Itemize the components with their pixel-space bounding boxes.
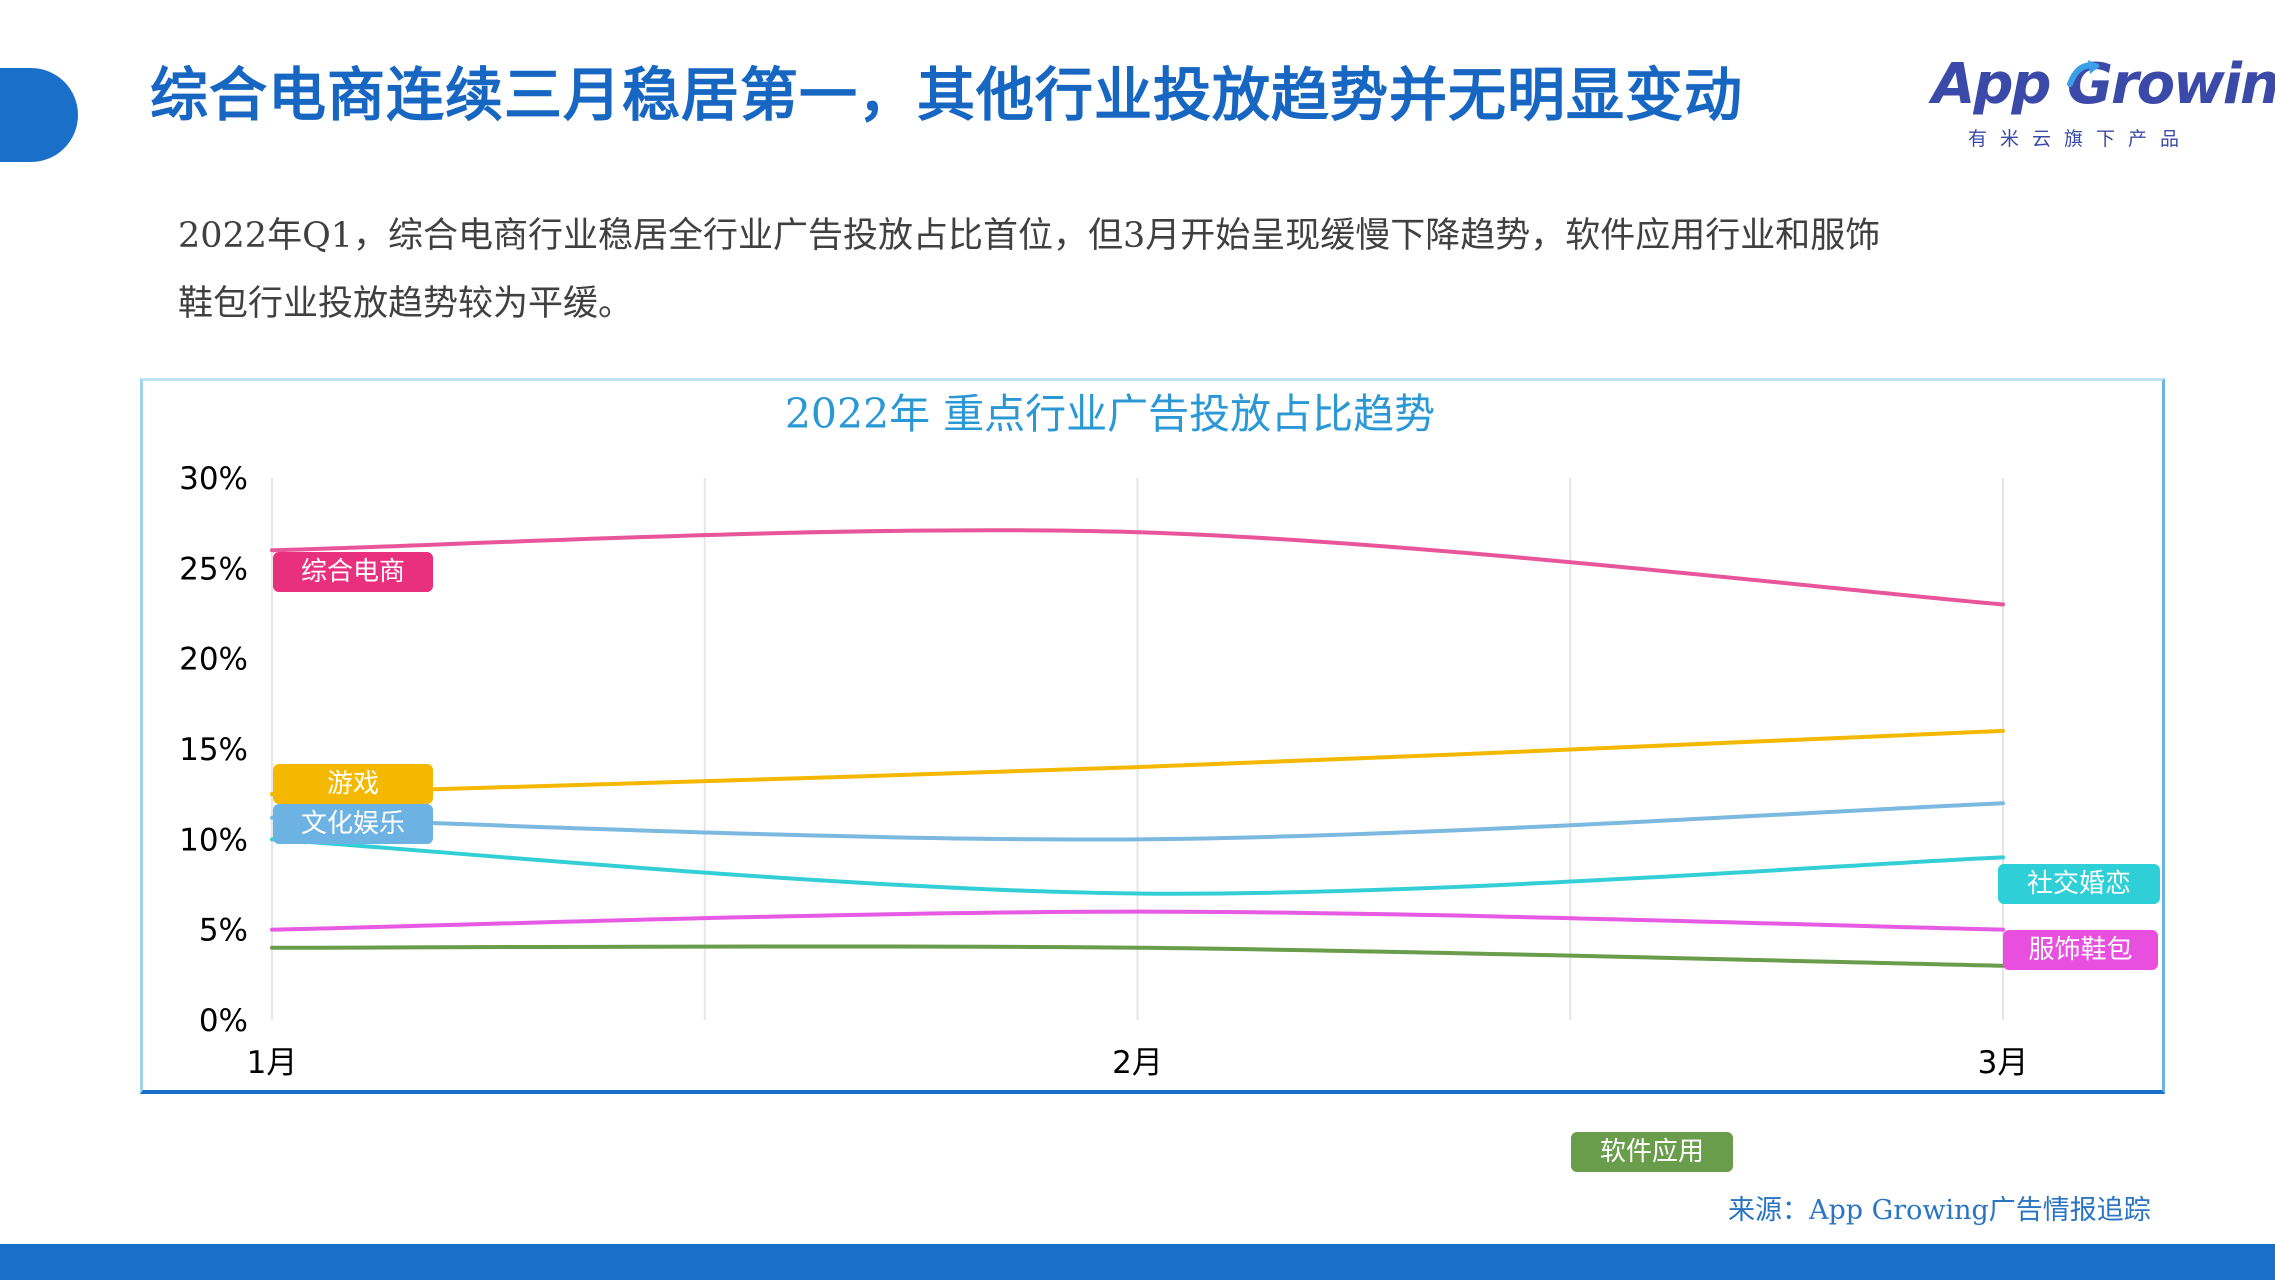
series-line	[270, 528, 2005, 607]
x-tick-label: 2月	[1112, 1045, 1163, 1081]
side-accent-tab	[0, 68, 78, 162]
logo-wordmark: App Growing	[1932, 52, 2275, 117]
chart-title: 2022年 重点行业广告投放占比趋势	[785, 390, 1435, 438]
app-growing-logo: App Growing 有米云旗下产品	[1930, 52, 2275, 152]
y-tick-label: 30%	[179, 461, 248, 497]
slide-title: 综合电商连续三月稳居第一，其他行业投放趋势并无明显变动	[150, 61, 1744, 129]
chart-frame	[140, 378, 2165, 1094]
source-note: 来源：App Growing广告情报追踪	[1728, 1195, 2151, 1226]
series-line	[270, 909, 2005, 932]
x-tick-label: 3月	[1978, 1045, 2029, 1081]
y-tick-label: 10%	[179, 822, 248, 858]
summary-text: 2022年Q1，综合电商行业稳居全行业广告投放占比首位，但3月开始呈现缓慢下降趋…	[178, 216, 1881, 324]
y-tick-label: 25%	[179, 551, 248, 587]
logo-tagline: 有米云旗下产品	[1968, 128, 2193, 150]
series-label: 社交婚恋	[1998, 864, 2160, 904]
series-label: 服饰鞋包	[2003, 930, 2158, 970]
series-line	[270, 728, 2005, 797]
y-tick-label: 15%	[179, 732, 248, 768]
series-line	[270, 944, 2005, 968]
series-label: 软件应用	[1571, 1132, 1733, 1172]
bottom-bar	[0, 1244, 2275, 1280]
series-line	[270, 837, 2005, 896]
x-tick-label: 1月	[247, 1045, 298, 1081]
series-label: 文化娱乐	[273, 804, 433, 844]
logo-arrow-icon	[2067, 60, 2100, 87]
series-line	[270, 801, 2005, 842]
series-label: 综合电商	[273, 552, 433, 592]
y-tick-label: 0%	[199, 1003, 248, 1039]
y-tick-label: 5%	[199, 913, 248, 949]
y-tick-label: 20%	[179, 642, 248, 678]
series-label: 游戏	[273, 764, 433, 804]
